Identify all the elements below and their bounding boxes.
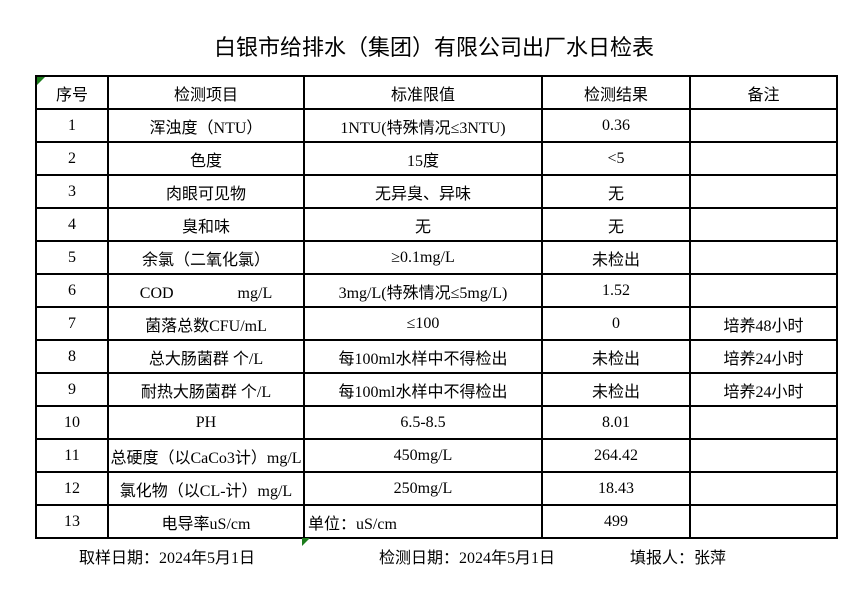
table-row: 11 总硬度（以CaCo3计）mg/L 450mg/L 264.42 — [35, 438, 838, 473]
cell-result: 0.36 — [541, 108, 691, 143]
cell-standard: 450mg/L — [303, 438, 543, 473]
cell-item: 浑浊度（NTU） — [107, 108, 305, 143]
table-row: 9 耐热大肠菌群 个/L 每100ml水样中不得检出 未检出 培养24小时 — [35, 372, 838, 407]
testing-date-label: 检测日期：2024年5月1日 — [379, 550, 556, 567]
cell-flag-icon — [38, 78, 45, 85]
sampling-date-label: 取样日期：2024年5月1日 — [79, 550, 256, 567]
cell-remark — [689, 174, 838, 209]
table-row: 12 氯化物（以CL-计）mg/L 250mg/L 18.43 — [35, 471, 838, 506]
cell-no: 1 — [35, 108, 109, 143]
table-row: 6 COD mg/L 3mg/L(特殊情况≤5mg/L) 1.52 — [35, 273, 838, 308]
cell-item: 电导率uS/cm — [107, 504, 305, 539]
cell-result: 无 — [541, 207, 691, 242]
col-header-item: 检测项目 — [107, 75, 305, 110]
table-row: 1 浑浊度（NTU） 1NTU(特殊情况≤3NTU) 0.36 — [35, 108, 838, 143]
table-row: 7 菌落总数CFU/mL ≤100 0 培养48小时 — [35, 306, 838, 341]
cell-result: 未检出 — [541, 240, 691, 275]
cell-no: 5 — [35, 240, 109, 275]
cell-no: 8 — [35, 339, 109, 374]
table-row: 8 总大肠菌群 个/L 每100ml水样中不得检出 未检出 培养24小时 — [35, 339, 838, 374]
cell-flag-icon — [302, 538, 310, 546]
cell-result: 8.01 — [541, 405, 691, 440]
table-row: 3 肉眼可见物 无异臭、异味 无 — [35, 174, 838, 209]
cell-standard: 无 — [303, 207, 543, 242]
cell-no: 11 — [35, 438, 109, 473]
cell-remark — [689, 240, 838, 275]
cell-item: 氯化物（以CL-计）mg/L — [107, 471, 305, 506]
cell-no: 10 — [35, 405, 109, 440]
cell-no: 12 — [35, 471, 109, 506]
cell-no: 2 — [35, 141, 109, 176]
cell-remark — [689, 141, 838, 176]
cell-item: 肉眼可见物 — [107, 174, 305, 209]
cell-item: COD mg/L — [107, 273, 305, 308]
cell-standard: 6.5-8.5 — [303, 405, 543, 440]
reporter-label: 填报人：张萍 — [630, 550, 727, 567]
table-row: 10 PH 6.5-8.5 8.01 — [35, 405, 838, 440]
cell-remark: 培养24小时 — [689, 372, 838, 407]
cell-remark — [689, 471, 838, 506]
cell-item: PH — [107, 405, 305, 440]
cell-item: 色度 — [107, 141, 305, 176]
cell-item: 总硬度（以CaCo3计）mg/L — [107, 438, 305, 473]
cell-item: 余氯（二氧化氯） — [107, 240, 305, 275]
cell-no: 6 — [35, 273, 109, 308]
cell-standard: 无异臭、异味 — [303, 174, 543, 209]
cell-result: 无 — [541, 174, 691, 209]
cell-standard: 1NTU(特殊情况≤3NTU) — [303, 108, 543, 143]
cell-remark — [689, 108, 838, 143]
cell-no: 13 — [35, 504, 109, 539]
table-row: 5 余氯（二氧化氯） ≥0.1mg/L 未检出 — [35, 240, 838, 275]
cell-standard: 15度 — [303, 141, 543, 176]
cell-item: 总大肠菌群 个/L — [107, 339, 305, 374]
cell-standard: 250mg/L — [303, 471, 543, 506]
cell-remark — [689, 207, 838, 242]
cell-result: 未检出 — [541, 339, 691, 374]
cell-result: 0 — [541, 306, 691, 341]
cell-standard: 单位：uS/cm — [303, 504, 543, 539]
col-header-standard: 标准限值 — [303, 75, 543, 110]
cell-no: 4 — [35, 207, 109, 242]
table-row: 4 臭和味 无 无 — [35, 207, 838, 242]
cell-standard: ≥0.1mg/L — [303, 240, 543, 275]
cell-result: 18.43 — [541, 471, 691, 506]
table-row: 13 电导率uS/cm 单位：uS/cm 499 — [35, 504, 838, 539]
cell-no: 9 — [35, 372, 109, 407]
cell-result: <5 — [541, 141, 691, 176]
cell-result: 499 — [541, 504, 691, 539]
cell-remark — [689, 405, 838, 440]
col-header-result: 检测结果 — [541, 75, 691, 110]
cell-no: 7 — [35, 306, 109, 341]
cell-no: 3 — [35, 174, 109, 209]
inspection-table: 序号 检测项目 标准限值 检测结果 备注 1 浑浊度（NTU） 1NTU(特殊情… — [35, 75, 838, 539]
cell-result: 264.42 — [541, 438, 691, 473]
col-header-remark: 备注 — [689, 75, 838, 110]
cell-result: 1.52 — [541, 273, 691, 308]
page-title: 白银市给排水（集团）有限公司出厂水日检表 — [213, 35, 654, 60]
cell-standard: 每100ml水样中不得检出 — [303, 339, 543, 374]
cell-remark: 培养24小时 — [689, 339, 838, 374]
col-header-no: 序号 — [35, 75, 109, 110]
table-row: 2 色度 15度 <5 — [35, 141, 838, 176]
cell-remark — [689, 438, 838, 473]
cell-remark: 培养48小时 — [689, 306, 838, 341]
cell-item: 菌落总数CFU/mL — [107, 306, 305, 341]
cell-item: 臭和味 — [107, 207, 305, 242]
cell-standard: 每100ml水样中不得检出 — [303, 372, 543, 407]
cell-item: 耐热大肠菌群 个/L — [107, 372, 305, 407]
col-header-no-label: 序号 — [55, 86, 88, 104]
cell-remark — [689, 504, 838, 539]
cell-standard: ≤100 — [303, 306, 543, 341]
cell-remark — [689, 273, 838, 308]
cell-standard: 3mg/L(特殊情况≤5mg/L) — [303, 273, 543, 308]
table-header-row: 序号 检测项目 标准限值 检测结果 备注 — [35, 75, 838, 110]
cell-result: 未检出 — [541, 372, 691, 407]
